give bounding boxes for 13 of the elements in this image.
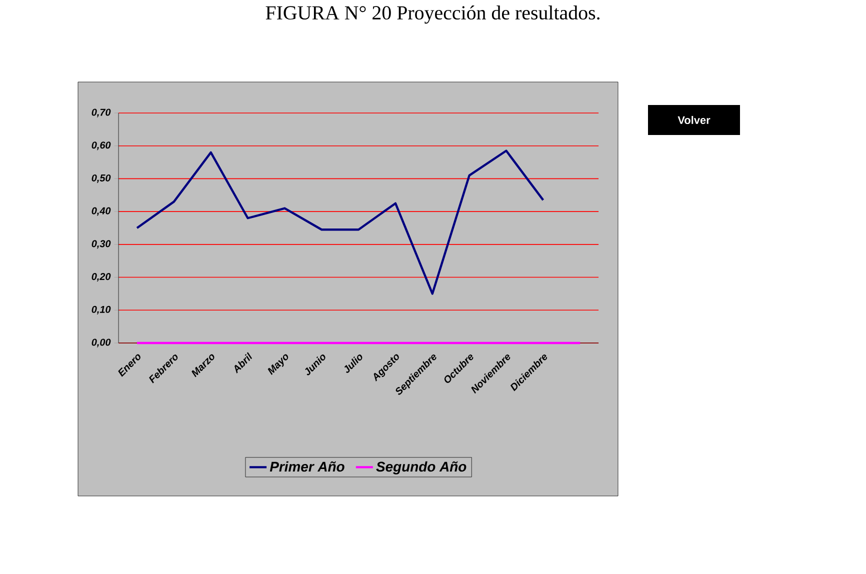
y-tick-label: 0,50 [92,174,111,183]
line-series [136,150,544,295]
y-tick-label: 0,00 [92,338,111,348]
y-tick-label: 0,70 [92,108,111,118]
text: Volver [678,116,710,124]
legend-label: Segundo Año [376,461,466,474]
y-tick-label: 0,30 [92,240,111,249]
y-tick-label: 0,40 [92,207,111,216]
chart-title: FIGURA N° 20 Proyección de resultados. [266,6,600,24]
legend-label: Primer Año [270,461,344,472]
y-tick-label: 0,10 [92,306,111,314]
y-tick-label: 0,20 [92,273,111,282]
y-tick-label: 0,60 [92,142,111,150]
